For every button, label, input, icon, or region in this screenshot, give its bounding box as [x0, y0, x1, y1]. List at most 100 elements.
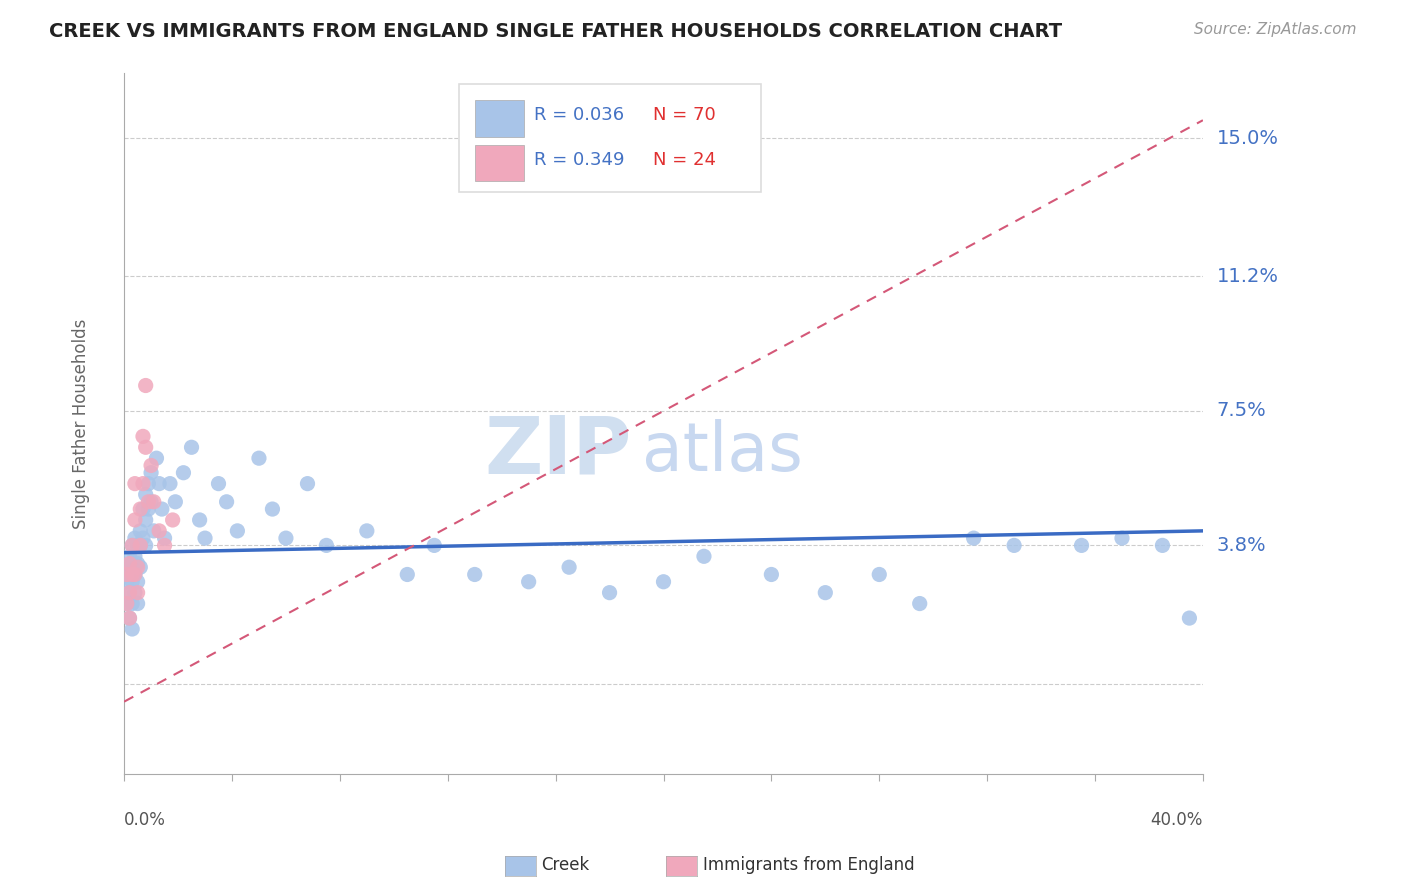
Point: [963, 531, 986, 545]
Point: [142, 495, 165, 509]
Point: [129, 538, 152, 552]
Point: [761, 567, 783, 582]
Point: [124, 567, 146, 582]
FancyBboxPatch shape: [475, 100, 524, 136]
Point: [115, 597, 138, 611]
Point: [153, 538, 176, 552]
Point: [124, 567, 146, 582]
Point: [129, 538, 152, 552]
Text: atlas: atlas: [643, 418, 803, 484]
Text: N = 24: N = 24: [652, 152, 716, 169]
Point: [124, 513, 146, 527]
Point: [138, 476, 160, 491]
Point: [121, 538, 143, 552]
Point: [180, 440, 202, 454]
Point: [135, 487, 157, 501]
Point: [145, 451, 167, 466]
Text: Immigrants from England: Immigrants from England: [703, 856, 915, 874]
Point: [132, 502, 155, 516]
Point: [118, 585, 141, 599]
Point: [148, 524, 170, 538]
Text: 11.2%: 11.2%: [1216, 267, 1278, 286]
Point: [172, 466, 194, 480]
Point: [356, 524, 378, 538]
Point: [115, 560, 138, 574]
Point: [124, 531, 146, 545]
Text: CREEK VS IMMIGRANTS FROM ENGLAND SINGLE FATHER HOUSEHOLDS CORRELATION CHART: CREEK VS IMMIGRANTS FROM ENGLAND SINGLE …: [49, 22, 1063, 41]
Point: [262, 502, 284, 516]
Point: [226, 524, 249, 538]
Point: [517, 574, 540, 589]
Text: Source: ZipAtlas.com: Source: ZipAtlas.com: [1194, 22, 1357, 37]
Point: [135, 538, 157, 552]
Point: [138, 495, 160, 509]
Point: [135, 513, 157, 527]
Point: [129, 560, 152, 574]
Point: [159, 476, 181, 491]
Point: [1152, 538, 1174, 552]
Point: [127, 538, 149, 552]
Point: [121, 574, 143, 589]
Point: [165, 495, 187, 509]
Point: [127, 574, 149, 589]
Point: [132, 476, 155, 491]
Text: R = 0.349: R = 0.349: [534, 152, 624, 169]
Point: [148, 476, 170, 491]
FancyBboxPatch shape: [475, 145, 524, 181]
Point: [908, 597, 931, 611]
Point: [162, 513, 184, 527]
Point: [139, 458, 162, 473]
Text: 40.0%: 40.0%: [1150, 811, 1204, 829]
Text: 15.0%: 15.0%: [1216, 128, 1278, 148]
Point: [247, 451, 270, 466]
Point: [124, 549, 146, 564]
Text: Single Father Households: Single Father Households: [72, 318, 90, 529]
Point: [118, 611, 141, 625]
Point: [115, 574, 138, 589]
FancyBboxPatch shape: [458, 84, 761, 192]
Point: [127, 585, 149, 599]
Point: [274, 531, 297, 545]
Point: [1070, 538, 1092, 552]
Point: [135, 440, 157, 454]
Point: [153, 531, 176, 545]
Point: [121, 622, 143, 636]
Point: [127, 560, 149, 574]
Text: Creek: Creek: [541, 856, 589, 874]
Point: [124, 585, 146, 599]
Point: [132, 429, 155, 443]
Point: [868, 567, 890, 582]
Point: [215, 495, 238, 509]
Point: [121, 597, 143, 611]
Point: [121, 538, 143, 552]
Text: 7.5%: 7.5%: [1216, 401, 1267, 420]
Point: [121, 567, 143, 582]
Point: [118, 585, 141, 599]
Point: [138, 502, 160, 516]
Point: [127, 597, 149, 611]
Point: [139, 495, 162, 509]
Point: [118, 549, 141, 564]
Point: [115, 597, 138, 611]
Text: 0.0%: 0.0%: [124, 811, 166, 829]
Point: [1002, 538, 1025, 552]
Point: [129, 502, 152, 516]
Point: [315, 538, 337, 552]
Point: [115, 567, 138, 582]
Point: [194, 531, 217, 545]
Text: 3.8%: 3.8%: [1216, 536, 1265, 555]
Point: [135, 378, 157, 392]
Point: [124, 476, 146, 491]
Point: [599, 585, 621, 599]
Point: [423, 538, 446, 552]
Point: [188, 513, 211, 527]
Point: [118, 557, 141, 571]
Point: [132, 531, 155, 545]
Point: [1111, 531, 1133, 545]
Point: [121, 557, 143, 571]
Point: [118, 567, 141, 582]
Point: [558, 560, 581, 574]
Point: [129, 524, 152, 538]
Point: [139, 466, 162, 480]
Point: [396, 567, 419, 582]
